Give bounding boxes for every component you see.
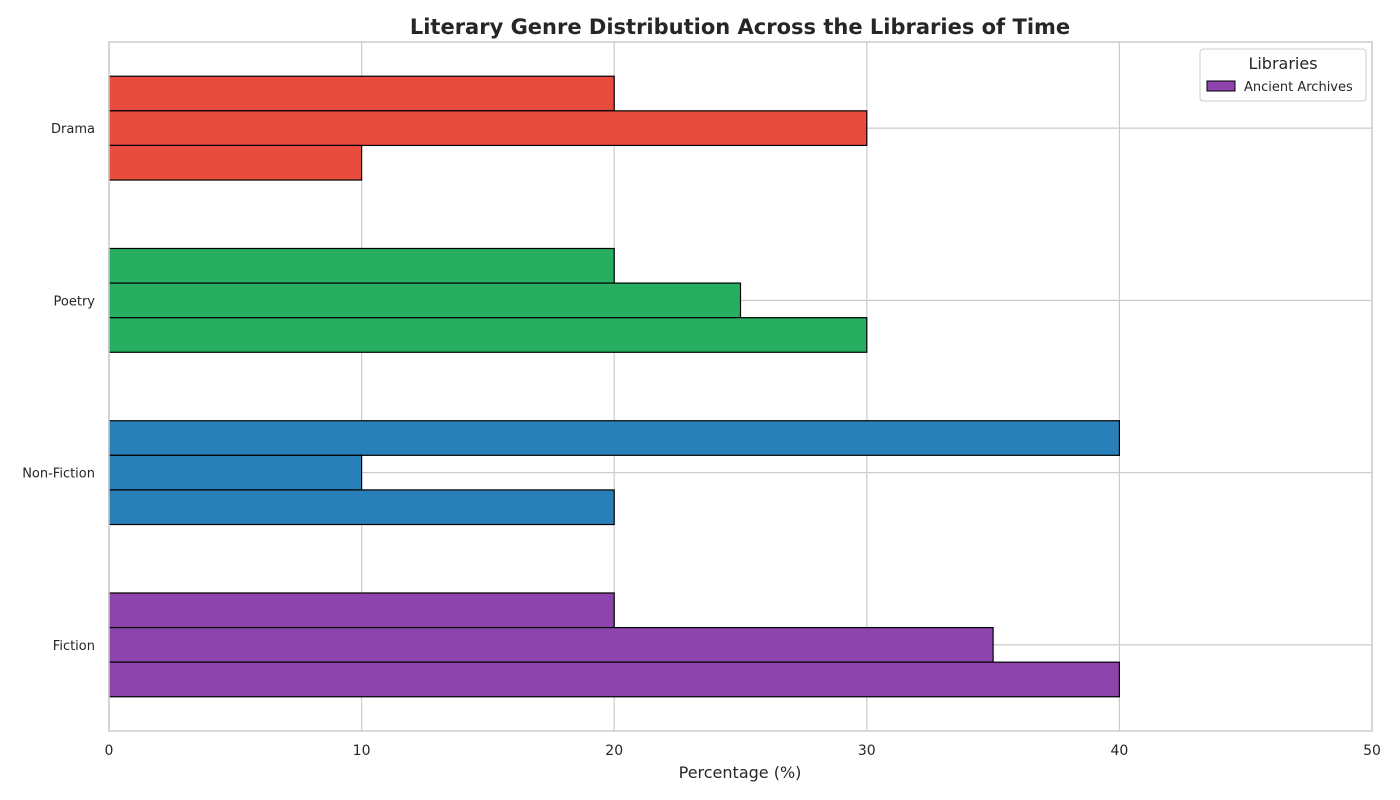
bar-drama-2 [108,110,868,147]
bar-poetry-2 [108,282,742,319]
bar-poetry-3 [108,317,868,353]
bar-poetry-1 [108,247,615,284]
axes-layer: 0 10 20 30 40 50 Fiction Non-Fiction Poetry Drama [22,41,1381,759]
x-tick-label: 50 [1363,743,1381,759]
y-tick-label: Poetry [54,294,96,309]
bars-layer [108,75,1121,698]
y-tick-label: Non-Fiction [22,467,95,482]
plot-frame [108,41,1373,732]
y-tick-label: Drama [51,122,95,137]
bar-non-fiction-3 [108,489,615,526]
chart-title: Literary Genre Distribution Across the L… [410,15,1070,39]
bar-fiction-3 [108,661,1121,698]
legend-box [1199,48,1367,102]
bar-drama-1 [108,75,615,112]
legend-title: Libraries [1248,54,1317,73]
bar-fiction-2 [108,626,994,663]
bar-non-fiction-2 [108,454,363,491]
x-tick-label: 10 [353,743,371,759]
x-tick-label: 30 [858,743,876,759]
x-tick-label: 20 [605,743,623,759]
bar-fiction-1 [108,592,615,629]
x-axis-label: Percentage (%) [679,763,802,782]
legend-swatch [1206,80,1236,92]
bar-drama-3 [108,144,363,181]
y-tick-label: Fiction [53,639,95,654]
x-tick-label: 0 [105,743,114,759]
x-tick-label: 40 [1110,743,1128,759]
bar-non-fiction-1 [108,420,1121,456]
legend: Libraries Ancient Archives [1199,48,1367,102]
legend-entry-label: Ancient Archives [1244,80,1353,95]
